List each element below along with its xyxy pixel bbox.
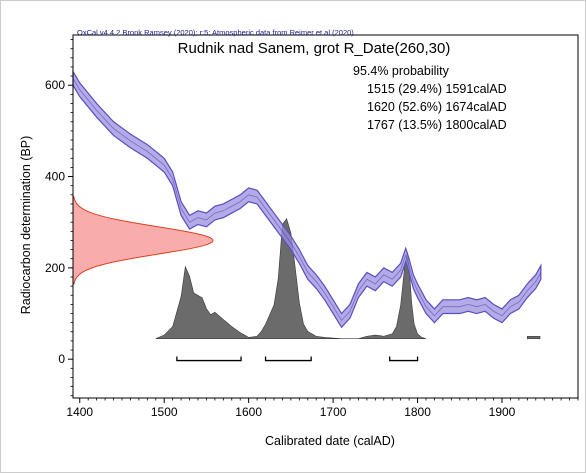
x-tick-label-1700: 1700 [320, 405, 347, 419]
range-label-1: 1515 (29.4%) 1591calAD [367, 82, 507, 96]
plot-area [72, 34, 579, 399]
y-axis-title: Radiocarbon determination (BP) [19, 136, 33, 315]
data-layer [72, 69, 542, 362]
y-tick-label-0: 0 [58, 352, 65, 366]
posterior-distribution-area [155, 217, 427, 339]
y-tick-label-400: 400 [45, 170, 65, 184]
plot-frame [72, 34, 579, 399]
range-bracket-3 [389, 356, 419, 362]
probability-label: 95.4% probability [353, 64, 450, 78]
range-label-3: 1767 (13.5%) 1800calAD [367, 118, 507, 132]
range-bracket-1 [176, 356, 242, 362]
chart-title: Rudnik nad Sanem, grot R_Date(260,30) [178, 40, 451, 57]
x-tick-label-1600: 1600 [235, 405, 262, 419]
x-axis-title: Calibrated date (calAD) [265, 434, 395, 448]
range-label-2: 1620 (52.6%) 1674calAD [367, 100, 507, 114]
oxcal-credit: OxCal v4.4.2 Bronk Ramsey (2020); r:5; A… [77, 28, 354, 37]
x-tick-label-1400: 1400 [66, 405, 93, 419]
y-tick-label-200: 200 [45, 261, 65, 275]
x-axis: 1400 1500 1600 1700 1800 1900 [66, 398, 579, 419]
calibration-curve-line [72, 78, 542, 322]
range-bracket-2 [264, 356, 312, 362]
measurement-distribution [72, 196, 214, 285]
x-tick-label-1500: 1500 [151, 405, 178, 419]
y-axis: 0 200 400 600 [45, 39, 73, 397]
x-tick-label-1800: 1800 [404, 405, 431, 419]
x-tick-label-1900: 1900 [489, 405, 516, 419]
calibration-curve-band [72, 69, 542, 329]
posterior-distribution-tail [527, 335, 541, 339]
y-tick-label-600: 600 [45, 78, 65, 92]
